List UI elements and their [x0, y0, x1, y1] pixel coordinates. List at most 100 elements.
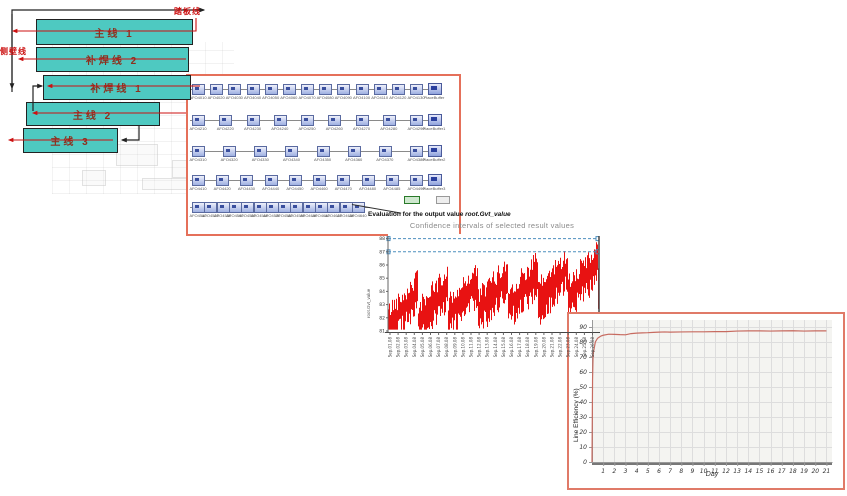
station-label: AFO4110 [371, 95, 389, 100]
station-label: AFO4630 [337, 213, 355, 218]
station-block [352, 202, 365, 213]
station-block [337, 175, 351, 186]
station-block [264, 175, 278, 186]
station-block [192, 115, 205, 126]
station-label: AFO4020 [207, 95, 225, 100]
label-side-wall-line: 侧壁线 [0, 47, 27, 56]
station-block [302, 202, 316, 213]
station-label: AFO4260 [325, 126, 343, 131]
station-label: AFO4290 [407, 126, 425, 131]
evaluation-caption-prefix: Evaluation for the output value [368, 211, 466, 218]
station-label: AFO4610 [312, 213, 330, 218]
station-label: AFO4340 [282, 157, 300, 162]
place-buffer-block [428, 114, 442, 126]
simulation-row: AFO4510 AFO4520 AFO4530 AFO4540 AFO4550 AFO45… [188, 196, 455, 220]
station-label: AFO4600 [300, 213, 318, 218]
station-label: AFO4030 [225, 95, 243, 100]
station-label: AFO4580 [275, 213, 293, 218]
conveyor-line [190, 89, 438, 90]
station-label: AFO4510 [189, 213, 207, 218]
station-label: AFO4430 [237, 186, 255, 191]
station-block [241, 202, 255, 213]
station-block [410, 115, 423, 126]
station-block [216, 202, 230, 213]
station-block [361, 175, 375, 186]
station-block [288, 175, 302, 186]
station-block [382, 115, 396, 126]
station-block [253, 202, 267, 213]
station-label: AFO4440 [262, 186, 280, 191]
station-block [337, 84, 351, 95]
place-buffer-label: PlaceBuffer1 [422, 126, 446, 131]
station-block [192, 175, 205, 186]
station-label: AFO4490 [407, 186, 425, 191]
station-label: AFO4520 [201, 213, 219, 218]
simulation-row: AFO4310 AFO4320 AFO4330 AFO4340 AFO4350 AFO43… [188, 140, 455, 164]
confidence-chart-title: Confidence intervals of selected result … [409, 221, 575, 230]
station-label: AFO4380 [407, 157, 425, 162]
station-block [273, 115, 287, 126]
station-block [290, 202, 304, 213]
place-buffer-label: PlaceBuffer [423, 95, 445, 100]
station-block [216, 175, 230, 186]
station-label: AFO4100 [352, 95, 371, 100]
station-label: AFO4360 [345, 157, 363, 162]
layout-bar-label: 主线 1 [94, 28, 135, 40]
evaluation-caption: Evaluation for the output value root.Gvt… [368, 211, 511, 218]
floorplan-detail [82, 170, 106, 186]
station-label: AFO4130 [407, 95, 425, 100]
station-label: AFO4010 [189, 95, 207, 100]
station-block [240, 175, 254, 186]
layout-bar-main-line-1: 主线 1 [36, 19, 193, 45]
station-block [327, 202, 341, 213]
layout-bar-repair-line-2: 补焊线 2 [36, 47, 189, 72]
station-label: AFO4420 [213, 186, 231, 191]
station-block [228, 84, 242, 95]
simulation-row: AFO4010 AFO4020 AFO4030 AFO4040 AFO4050 AFO40… [188, 78, 455, 102]
station-label: AFO4550 [238, 213, 256, 218]
station-label: AFO4640 [349, 213, 367, 218]
station-block [347, 146, 361, 157]
floorplan-detail [116, 144, 158, 166]
place-buffer-label: PlaceBuffer3 [422, 186, 446, 191]
station-label: AFO4320 [220, 157, 238, 162]
conveyor-line [190, 151, 438, 152]
simulation-row: AFO4410 AFO4420 AFO4430 AFO4440 AFO4450 AFO44… [188, 169, 455, 193]
station-block [254, 146, 268, 157]
station-label: AFO4310 [189, 157, 207, 162]
station-block [328, 115, 342, 126]
layout-bar-main-line-3: 主线 3 [23, 128, 118, 153]
station-block [378, 146, 392, 157]
station-label: AFO4280 [380, 126, 398, 131]
station-block [313, 175, 327, 186]
layout-bar-label: 主线 3 [50, 137, 91, 148]
station-label: AFO4050 [262, 95, 280, 100]
station-block [192, 202, 205, 213]
station-block [228, 202, 242, 213]
station-block [192, 146, 205, 157]
efficiency-chart-xlabel: Day [705, 471, 719, 478]
station-label: AFO4470 [334, 186, 352, 191]
station-block [192, 84, 205, 95]
station-label: AFO4090 [334, 95, 352, 100]
station-label: AFO4040 [243, 95, 262, 100]
station-block [355, 115, 369, 126]
station-label: AFO4620 [324, 213, 342, 218]
station-label: AFO4530 [214, 213, 232, 218]
station-label: AFO4210 [189, 126, 207, 131]
confidence-chart-xlabels-canvas [372, 330, 610, 392]
station-block [204, 202, 218, 213]
layout-bar-label: 主线 2 [72, 110, 114, 122]
station-block [219, 115, 233, 126]
simulation-row: AFO4210 AFO4220 AFO4230 AFO4240 AFO4250 AFO42… [188, 109, 455, 133]
layout-bar-repair-line-1: 补焊线 1 [43, 75, 191, 100]
efficiency-chart-panel: Line Efficiency (%) Day [567, 312, 845, 490]
station-block [373, 84, 387, 95]
experiment-tool-icon [436, 196, 450, 204]
station-block [210, 84, 224, 95]
station-label: AFO4590 [287, 213, 306, 218]
station-label: AFO4080 [316, 95, 334, 100]
station-label: AFO4480 [358, 186, 377, 191]
station-block [319, 84, 333, 95]
station-block [339, 202, 353, 213]
